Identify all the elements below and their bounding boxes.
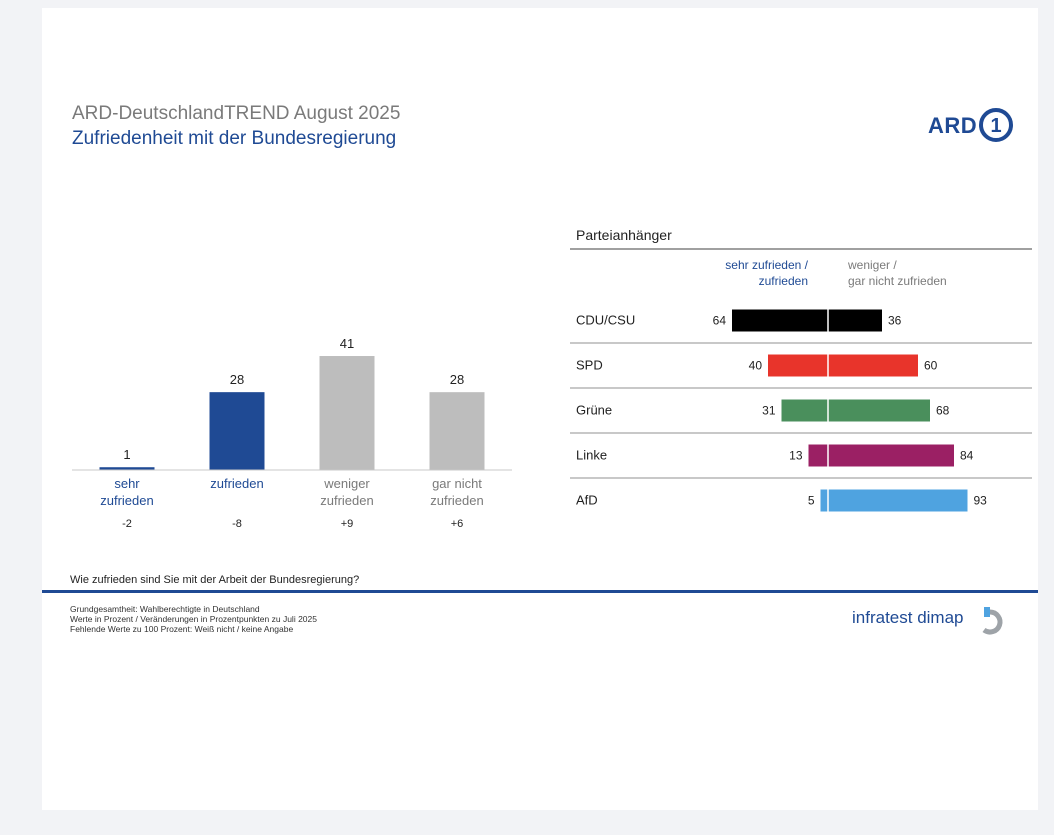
bar-value-label: 41 xyxy=(340,336,354,351)
bar-left-3 xyxy=(808,444,828,467)
value-label-left: 40 xyxy=(749,359,763,373)
party-label: Linke xyxy=(576,448,607,463)
value-label-left: 13 xyxy=(789,449,803,463)
footer-divider xyxy=(42,590,1038,593)
party-label: SPD xyxy=(576,358,603,373)
party-label: CDU/CSU xyxy=(576,313,635,328)
party-label: Grüne xyxy=(576,403,612,418)
category-label: zufrieden xyxy=(210,476,263,491)
survey-question: Wie zufrieden sind Sie mit der Arbeit de… xyxy=(70,574,360,586)
bar-right-4 xyxy=(828,489,968,512)
category-label: zufrieden xyxy=(430,493,483,508)
bar-right-3 xyxy=(828,444,954,467)
page-title: ARD-DeutschlandTREND August 2025 xyxy=(72,103,401,124)
ard-logo-text: ARD xyxy=(928,113,978,138)
value-label-left: 5 xyxy=(808,494,815,508)
infratest-logo-icon xyxy=(982,607,1003,635)
value-label-left: 64 xyxy=(713,314,727,328)
change-label: -2 xyxy=(122,518,132,530)
ard-one-logo-icon: 1 xyxy=(979,108,1013,142)
bar-1 xyxy=(209,392,265,470)
footer-line: Werte in Prozent / Veränderungen in Proz… xyxy=(70,614,317,624)
footer-line: Grundgesamtheit: Wahlberechtigte in Deut… xyxy=(70,604,260,614)
bar-right-2 xyxy=(828,399,930,422)
change-label: +9 xyxy=(341,518,354,530)
change-label: -8 xyxy=(232,518,242,530)
bar-0 xyxy=(99,467,155,470)
bar-2 xyxy=(319,356,375,470)
column-header-right: weniger / xyxy=(847,258,897,272)
value-label-right: 93 xyxy=(974,494,988,508)
bar-3 xyxy=(429,392,485,470)
value-label-left: 31 xyxy=(762,404,776,418)
party-supporters-chart: Parteianhänger sehr zufrieden / zufrieden w… xyxy=(570,227,1032,512)
value-label-right: 84 xyxy=(960,449,974,463)
bar-left-1 xyxy=(768,354,828,377)
page-subtitle: Zufriedenheit mit der Bundesregierung xyxy=(72,128,397,149)
panel-title: Parteianhänger xyxy=(576,227,672,243)
value-label-right: 68 xyxy=(936,404,950,418)
change-label: +6 xyxy=(451,518,464,530)
infratest-logo: infratest dimap xyxy=(852,604,1012,638)
value-label-right: 60 xyxy=(924,359,938,373)
ard-logo-mark: 1 xyxy=(990,115,1001,137)
column-header-left: sehr zufrieden / xyxy=(725,258,808,272)
category-label: weniger xyxy=(323,476,370,491)
value-label-right: 36 xyxy=(888,314,902,328)
ard-logo: ARD 1 xyxy=(928,105,1014,149)
column-header-left: zufrieden xyxy=(759,274,808,288)
bar-left-0 xyxy=(732,309,828,332)
bar-right-0 xyxy=(828,309,882,332)
party-label: AfD xyxy=(576,493,598,508)
bar-value-label: 28 xyxy=(230,372,244,387)
overall-satisfaction-chart: 1 sehr zufrieden -2 28 zufrieden -8 41 weniger zu… xyxy=(72,336,512,530)
bar-value-label: 28 xyxy=(450,372,464,387)
category-label: zufrieden xyxy=(320,493,373,508)
footer-line: Fehlende Werte zu 100 Prozent: Weiß nich… xyxy=(70,624,294,634)
category-label: gar nicht xyxy=(432,476,482,491)
bar-left-4 xyxy=(820,489,828,512)
infratest-brand: infratest dimap xyxy=(852,608,964,627)
bar-left-2 xyxy=(781,399,828,422)
chart-card: ARD-DeutschlandTREND August 2025 Zufried… xyxy=(42,8,1038,810)
category-label: zufrieden xyxy=(100,493,153,508)
bar-value-label: 1 xyxy=(123,447,130,462)
footer-notes: Grundgesamtheit: Wahlberechtigte in Deut… xyxy=(70,604,317,634)
bar-right-1 xyxy=(828,354,918,377)
column-header-right: gar nicht zufrieden xyxy=(848,274,947,288)
category-label: sehr xyxy=(114,476,140,491)
